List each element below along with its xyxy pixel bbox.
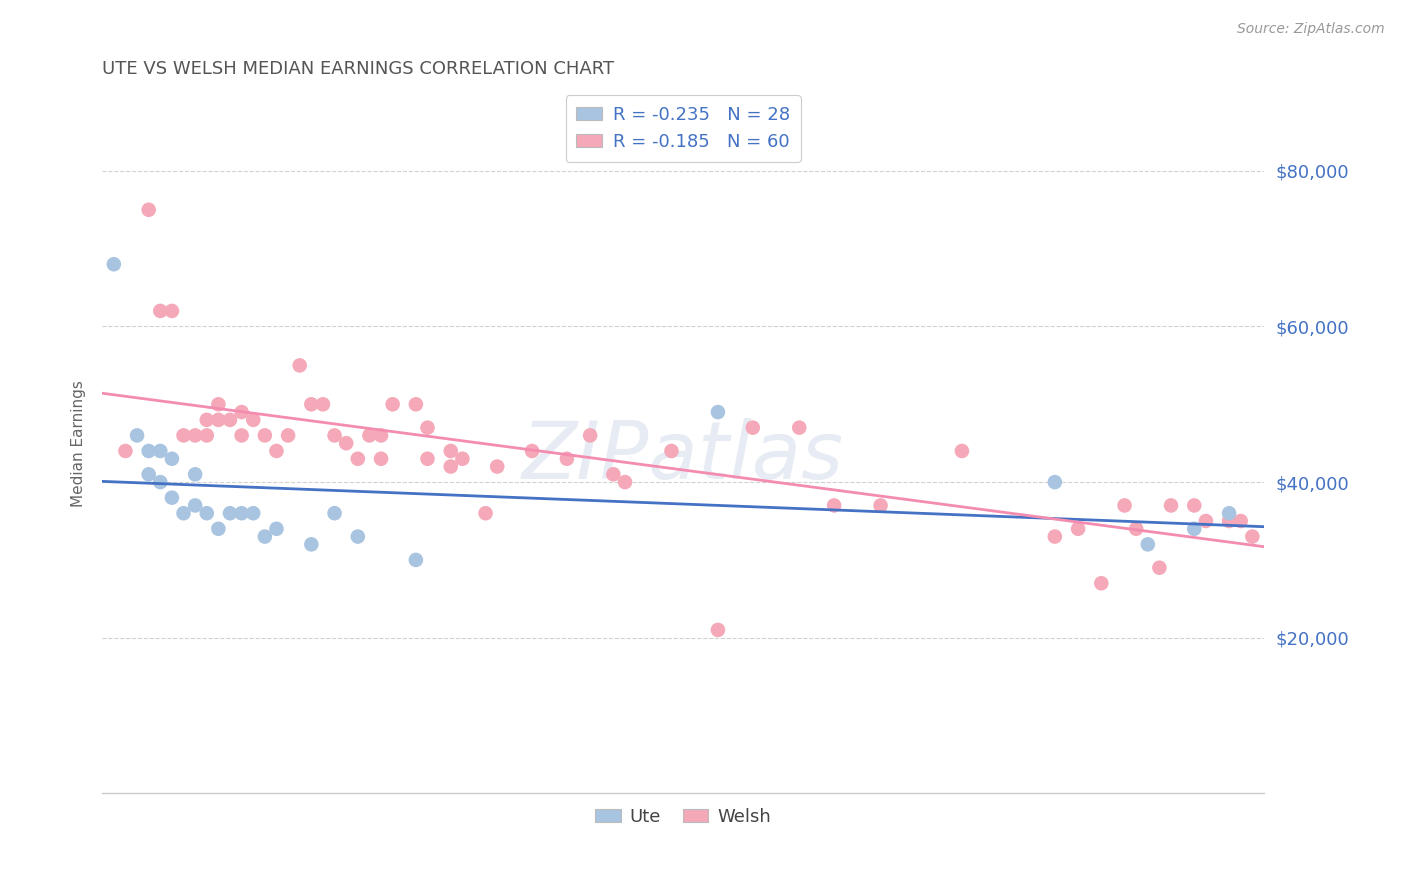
Point xyxy=(160,491,183,505)
Point xyxy=(440,459,463,474)
Point xyxy=(299,537,322,551)
Point xyxy=(707,623,730,637)
Point xyxy=(787,420,810,434)
Point xyxy=(231,405,253,419)
Point xyxy=(486,459,509,474)
Point xyxy=(1241,530,1264,544)
Point xyxy=(173,506,195,520)
Point xyxy=(242,413,264,427)
Point xyxy=(160,304,183,318)
Point xyxy=(266,444,288,458)
Point xyxy=(219,506,242,520)
Point xyxy=(219,413,242,427)
Point xyxy=(299,397,322,411)
Point xyxy=(741,420,763,434)
Point xyxy=(1136,537,1159,551)
Point xyxy=(138,444,160,458)
Point xyxy=(707,405,730,419)
Point xyxy=(231,428,253,442)
Text: Source: ZipAtlas.com: Source: ZipAtlas.com xyxy=(1237,22,1385,37)
Point xyxy=(207,522,229,536)
Point xyxy=(869,499,891,513)
Point xyxy=(125,428,148,442)
Point xyxy=(149,304,172,318)
Point xyxy=(823,499,845,513)
Point xyxy=(661,444,683,458)
Point xyxy=(1067,522,1090,536)
Point xyxy=(1043,475,1066,489)
Point xyxy=(1182,499,1205,513)
Point xyxy=(103,257,125,271)
Point xyxy=(346,451,368,466)
Point xyxy=(195,413,218,427)
Point xyxy=(474,506,496,520)
Point xyxy=(323,506,346,520)
Point xyxy=(184,467,207,482)
Point xyxy=(195,506,218,520)
Point xyxy=(207,413,229,427)
Point xyxy=(579,428,602,442)
Point xyxy=(405,397,427,411)
Point xyxy=(253,530,276,544)
Point xyxy=(1229,514,1251,528)
Legend: Ute, Welsh: Ute, Welsh xyxy=(588,801,778,833)
Point xyxy=(1195,514,1218,528)
Point xyxy=(1218,514,1240,528)
Point xyxy=(195,428,218,442)
Point xyxy=(288,359,311,373)
Point xyxy=(114,444,136,458)
Point xyxy=(207,397,229,411)
Point xyxy=(184,499,207,513)
Point xyxy=(149,475,172,489)
Point xyxy=(416,451,439,466)
Point xyxy=(184,428,207,442)
Point xyxy=(173,428,195,442)
Point xyxy=(138,467,160,482)
Point xyxy=(520,444,543,458)
Point xyxy=(277,428,299,442)
Point xyxy=(323,428,346,442)
Point xyxy=(160,451,183,466)
Point xyxy=(405,553,427,567)
Point xyxy=(1149,560,1171,574)
Point xyxy=(370,451,392,466)
Point xyxy=(370,428,392,442)
Point xyxy=(602,467,624,482)
Point xyxy=(451,451,474,466)
Point xyxy=(1160,499,1182,513)
Point xyxy=(614,475,637,489)
Point xyxy=(138,202,160,217)
Point xyxy=(253,428,276,442)
Point xyxy=(440,444,463,458)
Point xyxy=(1218,506,1240,520)
Point xyxy=(555,451,578,466)
Point xyxy=(242,506,264,520)
Point xyxy=(335,436,357,450)
Point xyxy=(346,530,368,544)
Point xyxy=(950,444,973,458)
Text: UTE VS WELSH MEDIAN EARNINGS CORRELATION CHART: UTE VS WELSH MEDIAN EARNINGS CORRELATION… xyxy=(103,60,614,78)
Point xyxy=(416,420,439,434)
Text: ZIPatlas: ZIPatlas xyxy=(522,418,844,496)
Point xyxy=(266,522,288,536)
Point xyxy=(1125,522,1147,536)
Point xyxy=(1043,530,1066,544)
Point xyxy=(231,506,253,520)
Point xyxy=(1182,522,1205,536)
Point xyxy=(312,397,335,411)
Point xyxy=(1090,576,1112,591)
Point xyxy=(381,397,404,411)
Point xyxy=(149,444,172,458)
Point xyxy=(359,428,381,442)
Y-axis label: Median Earnings: Median Earnings xyxy=(72,380,86,507)
Point xyxy=(1114,499,1136,513)
